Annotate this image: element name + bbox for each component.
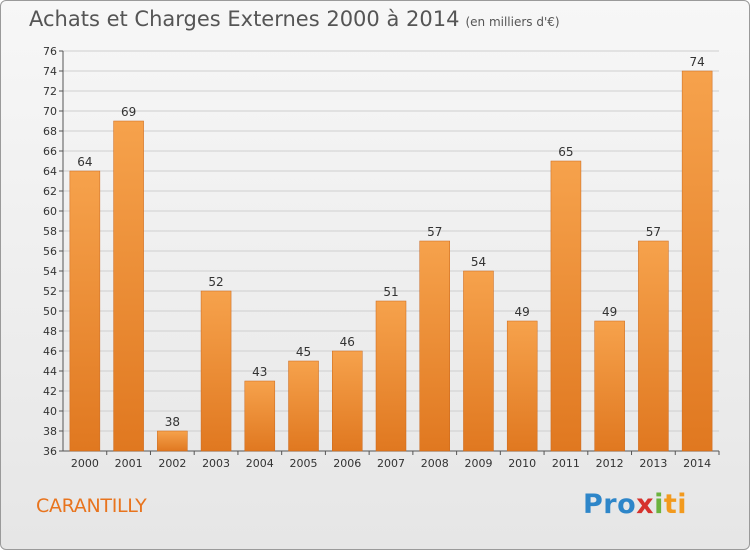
value-label-2014: 74 — [689, 55, 704, 69]
logo-part: i — [654, 489, 664, 520]
y-tick-label: 50 — [43, 305, 57, 318]
value-label-2000: 64 — [77, 155, 92, 169]
y-tick-label: 56 — [43, 245, 57, 258]
bar-2005 — [288, 360, 319, 452]
bar-2006 — [332, 350, 363, 452]
y-tick-label: 62 — [43, 185, 57, 198]
bar-2009 — [463, 270, 494, 452]
x-tick-label-2012: 2012 — [596, 457, 624, 470]
y-tick-label: 68 — [43, 125, 57, 138]
value-label-2005: 45 — [296, 345, 311, 359]
value-label-2002: 38 — [165, 415, 180, 429]
y-tick-label: 72 — [43, 85, 57, 98]
value-label-2008: 57 — [427, 225, 442, 239]
y-tick-label: 52 — [43, 285, 57, 298]
value-label-2010: 49 — [515, 305, 530, 319]
bar-2014 — [681, 70, 713, 452]
y-tick-label: 36 — [43, 445, 57, 458]
label-layer: 64 2000 69 2001 38 2002 52 2003 43 2004 45 2005 46 20… — [71, 55, 711, 470]
logo-part: Pro — [583, 489, 637, 520]
bar-layer — [69, 70, 713, 452]
value-label-2009: 54 — [471, 255, 486, 269]
x-tick-label-2006: 2006 — [333, 457, 361, 470]
place-name: CARANTILLY — [36, 495, 147, 517]
x-tick-label-2008: 2008 — [421, 457, 449, 470]
x-tick-label-2002: 2002 — [158, 457, 186, 470]
y-tick-label: 48 — [43, 325, 57, 338]
value-label-2006: 46 — [340, 335, 355, 349]
bar-2012 — [594, 320, 625, 452]
bar-2013 — [638, 240, 669, 452]
logo-part: x — [636, 489, 655, 520]
x-tick-label-2000: 2000 — [71, 457, 99, 470]
y-tick-label: 54 — [43, 265, 57, 278]
y-tick-label: 76 — [43, 45, 57, 58]
y-tick-label: 46 — [43, 345, 57, 358]
value-label-2012: 49 — [602, 305, 617, 319]
x-tick-label-2014: 2014 — [683, 457, 711, 470]
value-label-2001: 69 — [121, 105, 136, 119]
value-label-2003: 52 — [208, 275, 223, 289]
y-tick-label: 60 — [43, 205, 57, 218]
value-label-2013: 57 — [646, 225, 661, 239]
y-tick-label: 38 — [43, 425, 57, 438]
bar-2002 — [157, 430, 188, 452]
y-tick-label: 58 — [43, 225, 57, 238]
y-tick-label: 74 — [43, 65, 57, 78]
bar-2000 — [69, 170, 101, 452]
value-label-2004: 43 — [252, 365, 267, 379]
x-tick-label-2009: 2009 — [464, 457, 492, 470]
x-tick-label-2013: 2013 — [639, 457, 667, 470]
value-label-2007: 51 — [383, 285, 398, 299]
x-tick-label-2001: 2001 — [115, 457, 143, 470]
y-tick-label: 64 — [43, 165, 57, 178]
x-tick-label-2003: 2003 — [202, 457, 230, 470]
x-tick-label-2004: 2004 — [246, 457, 274, 470]
value-label-2011: 65 — [558, 145, 573, 159]
title-unit: (en milliers d'€) — [465, 15, 560, 29]
logo-part: ti — [663, 489, 688, 520]
y-tick-label: 40 — [43, 405, 57, 418]
title-text: Achats et Charges Externes 2000 à 2014 — [29, 7, 460, 31]
x-tick-label-2010: 2010 — [508, 457, 536, 470]
proxiti-logo: Proxiti — [583, 489, 687, 520]
y-tick-label: 66 — [43, 145, 57, 158]
x-tick-label-2005: 2005 — [290, 457, 318, 470]
chart-title: Achats et Charges Externes 2000 à 2014 (e… — [29, 7, 560, 31]
x-tick-label-2011: 2011 — [552, 457, 580, 470]
bar-2011 — [550, 160, 582, 452]
x-tick-label-2007: 2007 — [377, 457, 405, 470]
bar-2008 — [419, 240, 450, 452]
bar-2010 — [506, 320, 538, 452]
bar-2001 — [113, 120, 144, 452]
bar-2007 — [375, 300, 407, 452]
bar-2003 — [200, 290, 232, 452]
y-tick-label: 42 — [43, 385, 57, 398]
y-tick-label: 70 — [43, 105, 57, 118]
bar-2004 — [244, 380, 276, 452]
y-tick-label: 44 — [43, 365, 57, 378]
